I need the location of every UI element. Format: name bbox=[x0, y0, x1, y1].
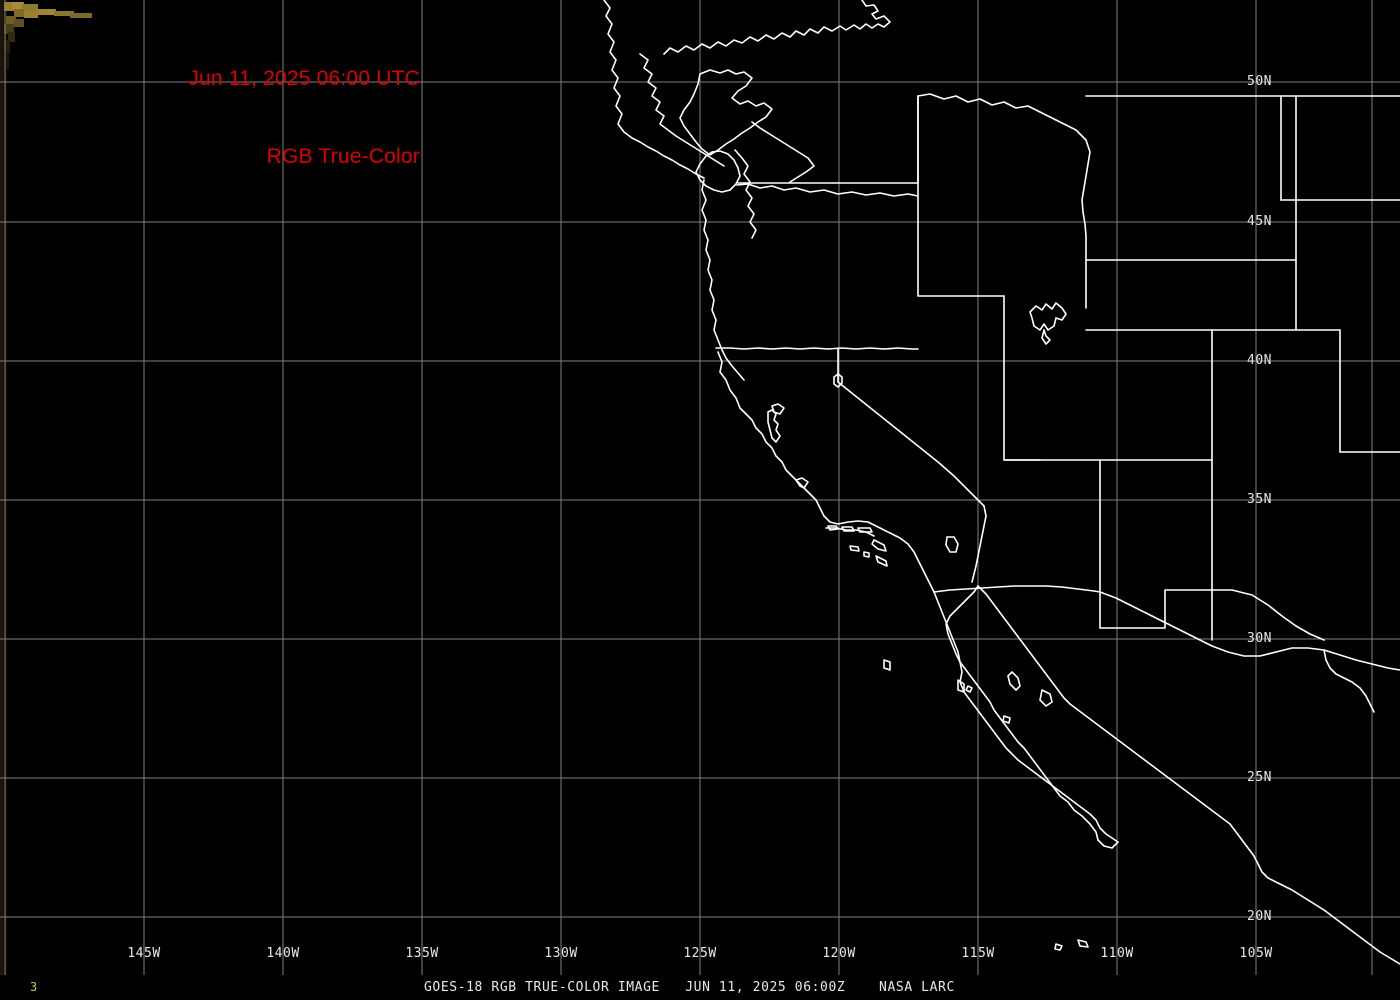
graticule-grid bbox=[0, 0, 1400, 975]
coastline-monterey-bay bbox=[795, 477, 809, 489]
border-usa-mexico-rio-grande bbox=[1099, 591, 1400, 671]
coastline-oregon bbox=[709, 289, 745, 381]
island-santa-rosa bbox=[841, 526, 855, 532]
coastline-southern-california bbox=[823, 515, 935, 593]
island-san-miguel bbox=[827, 525, 839, 531]
border-new-mexico-texas-bootheel bbox=[1099, 589, 1213, 629]
bay-san-francisco bbox=[767, 409, 781, 443]
island-guadalupe bbox=[883, 659, 891, 671]
island-santa-cruz bbox=[857, 527, 873, 533]
island-rocks-baja-mid bbox=[1002, 715, 1011, 724]
island-marias bbox=[1077, 939, 1089, 948]
coastline-haida-gwaii bbox=[603, 0, 705, 179]
footer-bar: GOES-18 RGB TRUE-COLOR IMAGE JUN 11, 202… bbox=[0, 980, 1400, 1000]
coastline-bc-inlets bbox=[639, 53, 725, 167]
coastline-georgia-strait bbox=[751, 121, 815, 183]
coastline-puget-sound bbox=[734, 149, 757, 239]
coastline-california-north bbox=[717, 351, 825, 517]
border-idaho-west bbox=[917, 95, 1005, 297]
border-arizona-california-colorado-river bbox=[971, 505, 987, 583]
footer-caption: GOES-18 RGB TRUE-COLOR IMAGE JUN 11, 202… bbox=[424, 980, 955, 995]
island-san-nicolas bbox=[849, 545, 860, 552]
border-idaho-panhandle bbox=[917, 93, 1091, 309]
island-santa-barbara bbox=[863, 551, 870, 558]
sunlit-land-nw bbox=[4, 2, 92, 70]
coastline-baja-gulf bbox=[945, 585, 1099, 841]
island-rocks-baja-west bbox=[965, 685, 973, 693]
island-isla-isabel bbox=[1054, 943, 1063, 951]
border-texas-west bbox=[1211, 589, 1325, 641]
coastline-sonora-coast bbox=[1323, 649, 1375, 713]
island-cedros bbox=[957, 679, 965, 693]
bay-san-pablo bbox=[771, 403, 785, 415]
lake-salton-sea bbox=[945, 536, 959, 553]
limb-edge-strip bbox=[0, 0, 7, 975]
limb-edge-strip-inner bbox=[0, 0, 3, 975]
coastline-olympic-peninsula bbox=[695, 150, 741, 193]
map-vector-overlay bbox=[603, 0, 1400, 965]
page-number-marker: 3 bbox=[30, 980, 38, 994]
lake-great-salt-lake bbox=[1029, 302, 1067, 331]
border-washington-north bbox=[736, 183, 919, 197]
lake-great-salt-lake-south-arm bbox=[1041, 329, 1051, 345]
coastline-gulf-of-california-mainland bbox=[977, 585, 1183, 789]
border-california-nevada-diagonal bbox=[837, 381, 985, 507]
coastline-baja-pacific bbox=[933, 591, 1119, 849]
coastline-mexico-mainland-pacific bbox=[1181, 787, 1400, 965]
coastline-british-columbia bbox=[663, 0, 891, 55]
island-angel-de-la-guarda bbox=[1007, 671, 1021, 691]
island-tiburon bbox=[1039, 689, 1053, 707]
coastline-washington-coast bbox=[701, 179, 713, 291]
border-usa-mexico-west bbox=[933, 585, 1101, 593]
border-oregon-california bbox=[715, 347, 919, 350]
coastline-vancouver-island bbox=[679, 69, 773, 156]
island-santa-catalina bbox=[871, 539, 887, 552]
island-san-clemente bbox=[875, 555, 888, 567]
